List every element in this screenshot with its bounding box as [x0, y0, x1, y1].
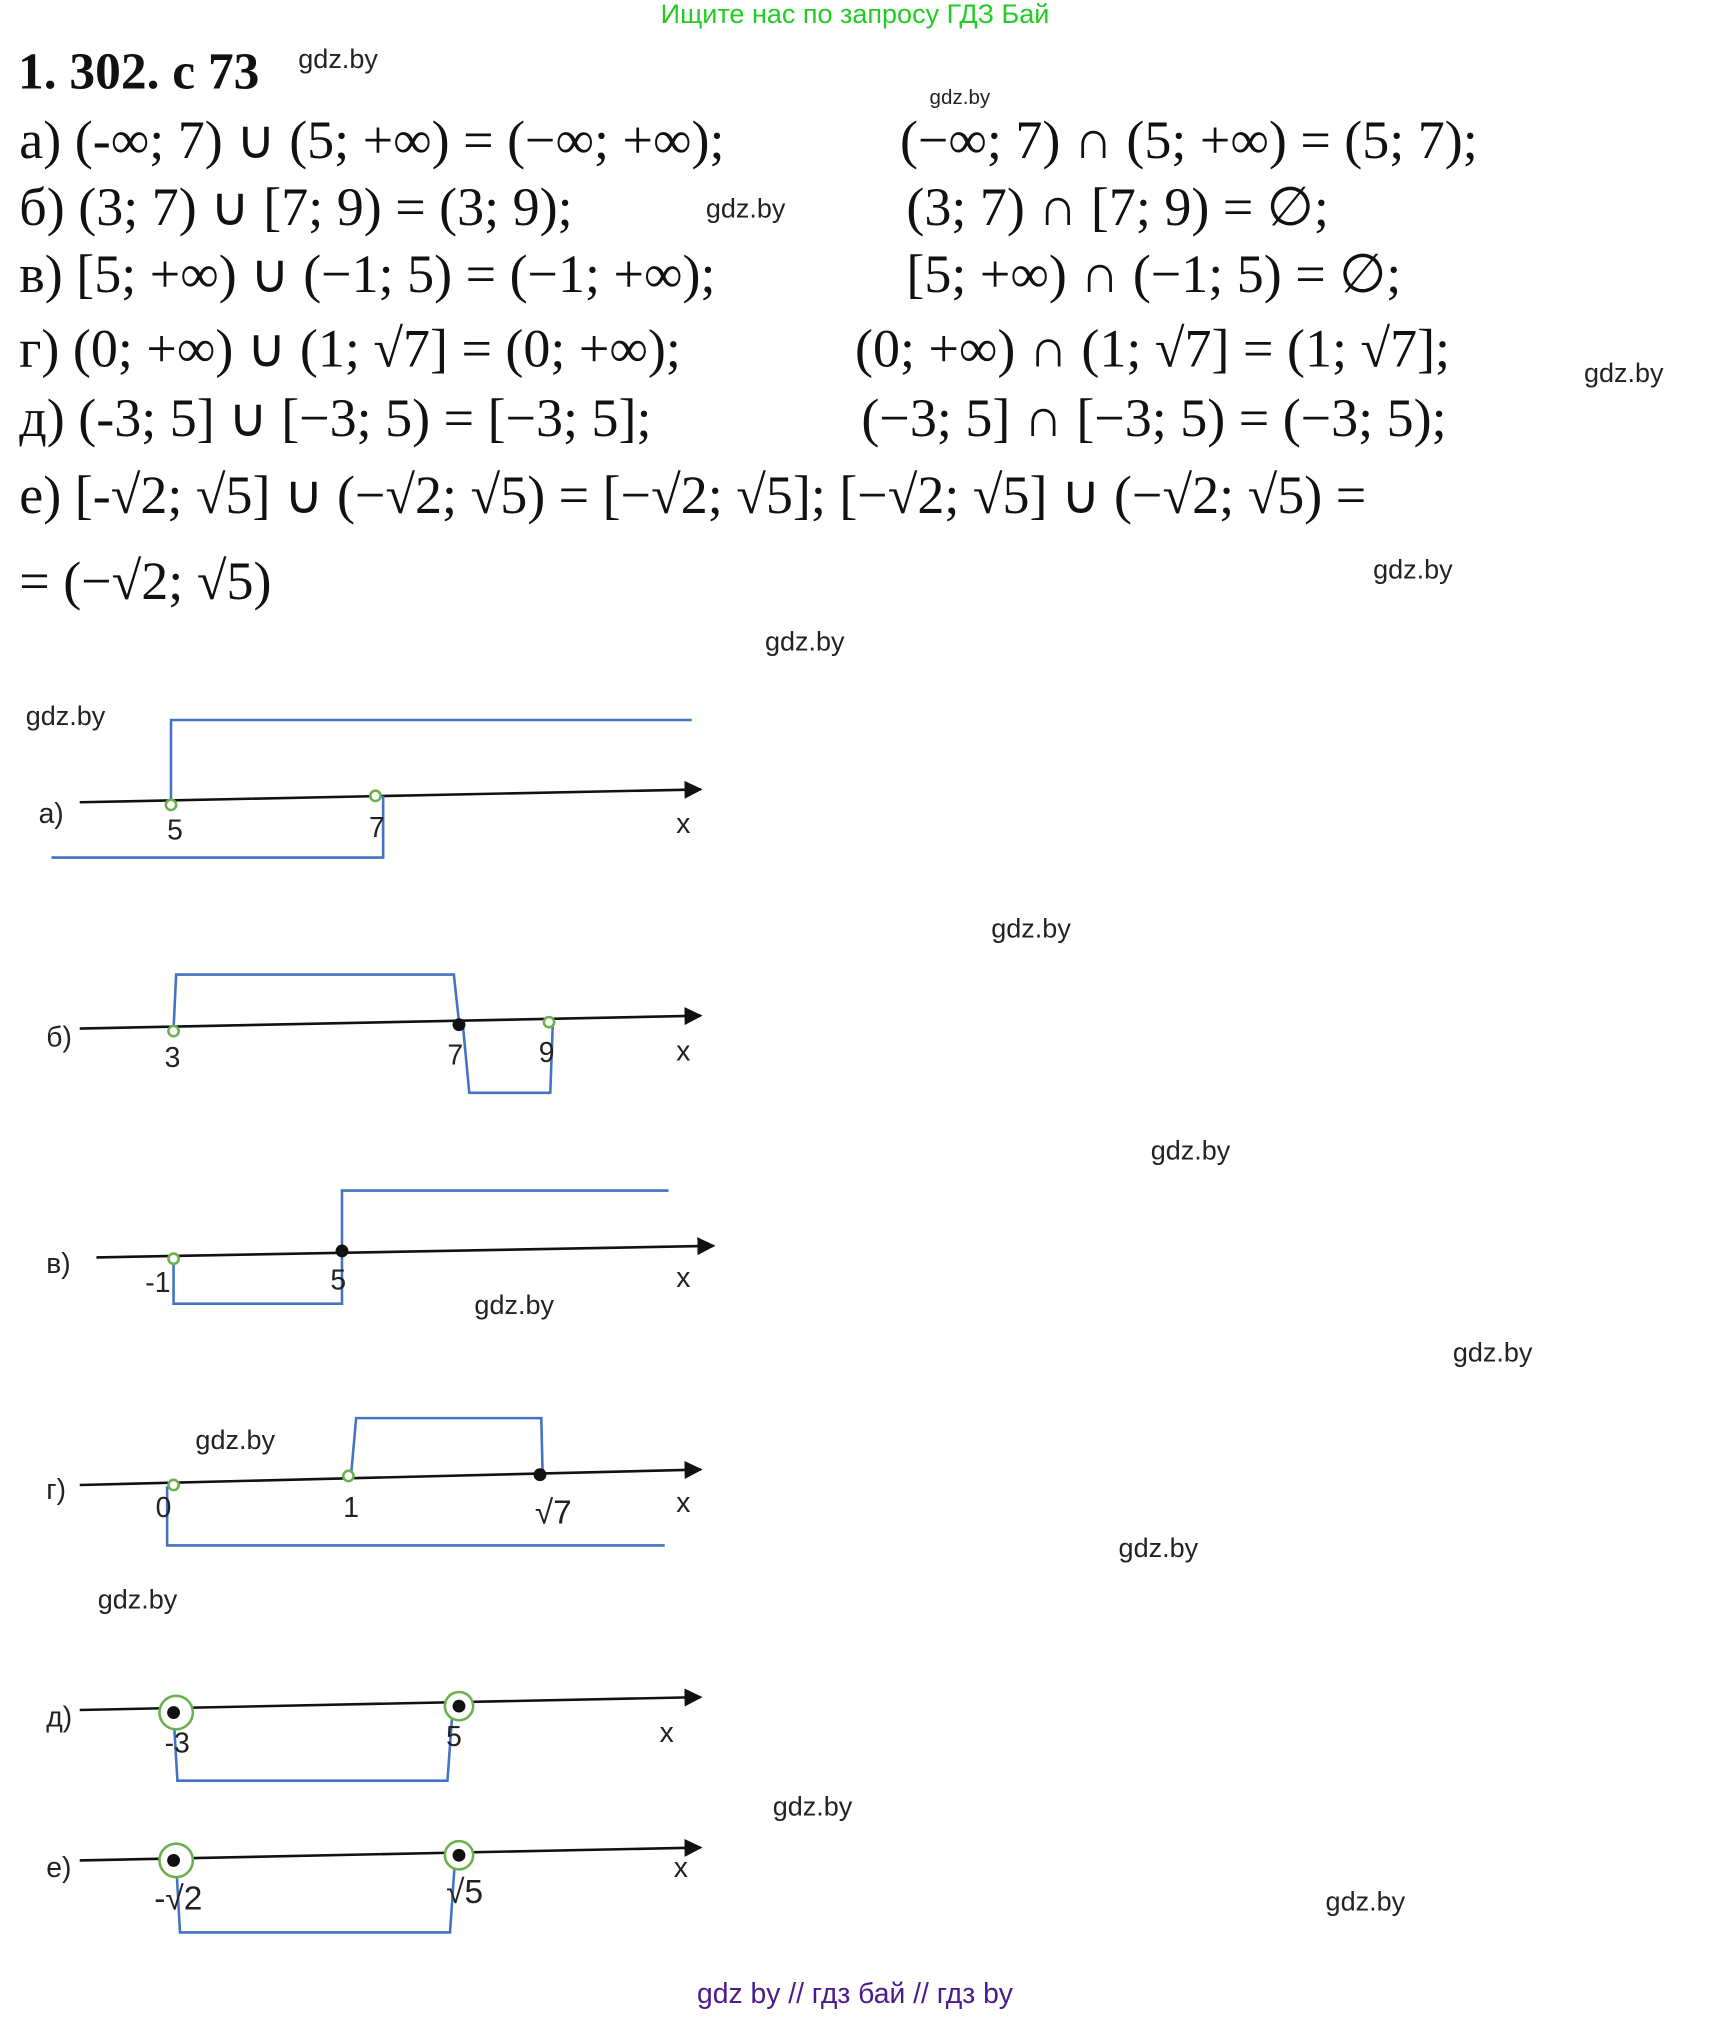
number-line-a: [79, 780, 703, 804]
footer-links: gdz by // гдз бай // гдз by: [697, 1977, 1013, 2010]
equation-e-line2: = (−√2; √5): [19, 552, 272, 612]
filled-point: [452, 1699, 466, 1713]
open-point: [167, 1252, 180, 1266]
tick-label: 5: [167, 814, 183, 846]
equation-g-right: (0; +∞) ∩ (1; √7] = (1; √7];: [854, 320, 1451, 380]
tick-label: -1: [145, 1266, 170, 1298]
diagram-label: г): [46, 1473, 66, 1505]
tick-label: √5: [446, 1874, 483, 1911]
tick-label: 3: [165, 1041, 181, 1073]
open-point: [341, 1469, 355, 1483]
watermark: gdz.by: [474, 1290, 554, 1321]
watermark: gdz.by: [195, 1425, 275, 1456]
open-point: [164, 798, 178, 812]
equation-b-right: (3; 7) ∩ [7; 9) = ∅;: [906, 178, 1329, 238]
interval-bracket: [169, 718, 692, 804]
watermark: gdz.by: [705, 194, 786, 224]
interval-bracket: [461, 1022, 555, 1095]
tick-label: -√2: [154, 1880, 202, 1917]
watermark: gdz.by: [929, 87, 991, 110]
tick-label: √7: [535, 1495, 572, 1532]
diagram-label: д): [46, 1701, 72, 1733]
equation-e-line1: е) [-√2; √5] ∪ (−√2; √5) = [−√2; √5]; [−…: [19, 466, 1367, 526]
interval-bracket: [172, 973, 461, 1029]
number-line-g: [79, 1460, 703, 1487]
tick-label: 9: [539, 1036, 555, 1068]
watermark: gdz.by: [97, 1585, 178, 1615]
equation-v-left: в) [5; +∞) ∪ (−1; 5) = (−1; +∞);: [19, 245, 716, 305]
tick-label: 7: [369, 811, 385, 843]
axis-label: x: [660, 1716, 674, 1748]
open-point: [368, 789, 382, 803]
equation-b-left: б) (3; 7) ∪ [7; 9) = (3; 9);: [19, 178, 573, 238]
open-point: [542, 1015, 556, 1029]
equation-d-left: д) (-3; 5] ∪ [−3; 5) = [−3; 5];: [19, 389, 652, 449]
filled-point: [533, 1468, 547, 1482]
diagram-label: в): [46, 1247, 70, 1279]
diagram-label: а): [39, 797, 64, 829]
axis-label: x: [676, 1486, 690, 1518]
axis-label: x: [676, 807, 690, 839]
watermark: gdz.by: [991, 914, 1071, 944]
watermark: gdz.by: [772, 1792, 853, 1822]
filled-point: [335, 1244, 349, 1258]
interval-bracket: [172, 1252, 344, 1305]
tick-label: 5: [446, 1720, 462, 1752]
axis-label: x: [676, 1261, 690, 1293]
watermark: gdz.by: [1373, 555, 1453, 585]
filled-point: [452, 1018, 466, 1032]
watermark: gdz.by: [298, 44, 378, 75]
axis-label: x: [676, 1035, 690, 1067]
tick-label: -3: [165, 1726, 190, 1758]
interval-bracket: [349, 1416, 544, 1477]
interval-bracket: [174, 1857, 457, 1934]
open-point: [167, 1024, 180, 1038]
filled-point: [452, 1848, 466, 1862]
exercise-title: 1. 302. с 73: [17, 42, 260, 101]
equation-d-right: (−3; 5] ∩ [−3; 5) = (−3; 5);: [861, 389, 1447, 449]
number-line-v: [96, 1237, 716, 1259]
number-line-b: [79, 1007, 703, 1030]
filled-point: [167, 1853, 180, 1867]
tick-label: 7: [447, 1039, 463, 1071]
equation-a-right: (−∞; 7) ∩ (5; +∞) = (5; 7);: [899, 111, 1478, 171]
watermark: gdz.by: [25, 701, 106, 732]
watermark: gdz.by: [1452, 1338, 1533, 1368]
watermark: gdz.by: [1150, 1136, 1231, 1167]
interval-bracket: [340, 1189, 669, 1250]
diagram-label: е): [46, 1851, 71, 1883]
tick-label: 0: [156, 1491, 172, 1523]
equation-g-left: г) (0; +∞) ∪ (1; √7] = (0; +∞);: [19, 320, 681, 380]
diagram-label: б): [46, 1021, 72, 1053]
axis-label: x: [674, 1851, 688, 1883]
equation-v-right: [5; +∞) ∩ (−1; 5) = ∅;: [906, 245, 1402, 305]
search-banner: Ищите нас по запросу ГДЗ Бай: [660, 0, 1050, 30]
interval-bracket: [51, 795, 385, 859]
tick-label: 1: [343, 1491, 359, 1523]
tick-label: 5: [330, 1264, 346, 1296]
watermark: gdz.by: [764, 627, 845, 657]
interval-bracket: [172, 1709, 454, 1782]
interval-bracket: [165, 1486, 665, 1547]
watermark: gdz.by: [1325, 1887, 1406, 1917]
filled-point: [167, 1706, 180, 1719]
equation-a-left: а) (-∞; 7) ∪ (5; +∞) = (−∞; +∞);: [19, 111, 725, 171]
watermark: gdz.by: [1583, 358, 1664, 389]
open-point: [167, 1478, 180, 1492]
watermark: gdz.by: [1118, 1533, 1199, 1564]
